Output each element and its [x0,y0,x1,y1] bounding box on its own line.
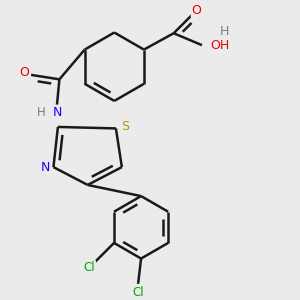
Text: H: H [220,25,229,38]
Text: O: O [20,66,29,79]
Text: Cl: Cl [83,261,95,274]
Text: S: S [121,120,129,134]
Text: N: N [40,161,50,174]
Text: O: O [192,4,202,17]
Text: OH: OH [210,39,230,52]
Text: Cl: Cl [132,286,144,299]
Text: N: N [53,106,63,118]
Text: H: H [37,106,45,118]
